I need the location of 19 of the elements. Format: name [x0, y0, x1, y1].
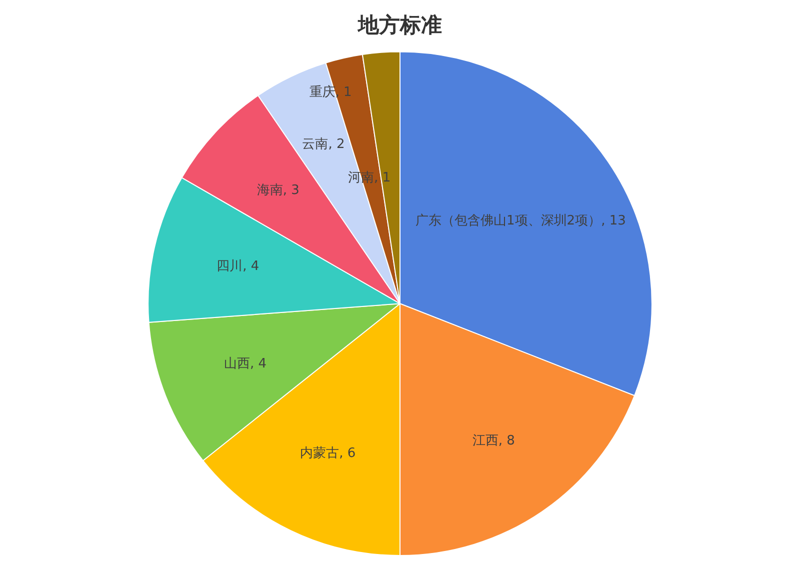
- slice-label: 重庆: [309, 84, 336, 100]
- slice-label: 四川: [216, 258, 243, 274]
- data-label: , 4: [250, 356, 267, 372]
- data-label: , 1: [335, 84, 352, 100]
- data-label: , 8: [498, 433, 515, 448]
- slice-label: 山西: [224, 356, 250, 372]
- slice-label: 河南: [348, 170, 374, 186]
- slice-label: 云南: [302, 137, 328, 152]
- slice-label: 江西: [472, 433, 498, 448]
- data-label: , 1: [374, 170, 391, 186]
- slice-label: 海南: [256, 182, 283, 198]
- data-label: , 6: [339, 446, 356, 461]
- slice-label: 内蒙古: [300, 446, 340, 461]
- chart-title: 地方标准: [357, 12, 442, 38]
- data-label: , 13: [601, 214, 626, 229]
- slice-label: 广东（包含佛山1项、深圳2项）: [416, 214, 602, 229]
- data-label: , 4: [242, 258, 260, 274]
- data-label: , 2: [328, 137, 345, 152]
- data-label: , 3: [282, 182, 300, 198]
